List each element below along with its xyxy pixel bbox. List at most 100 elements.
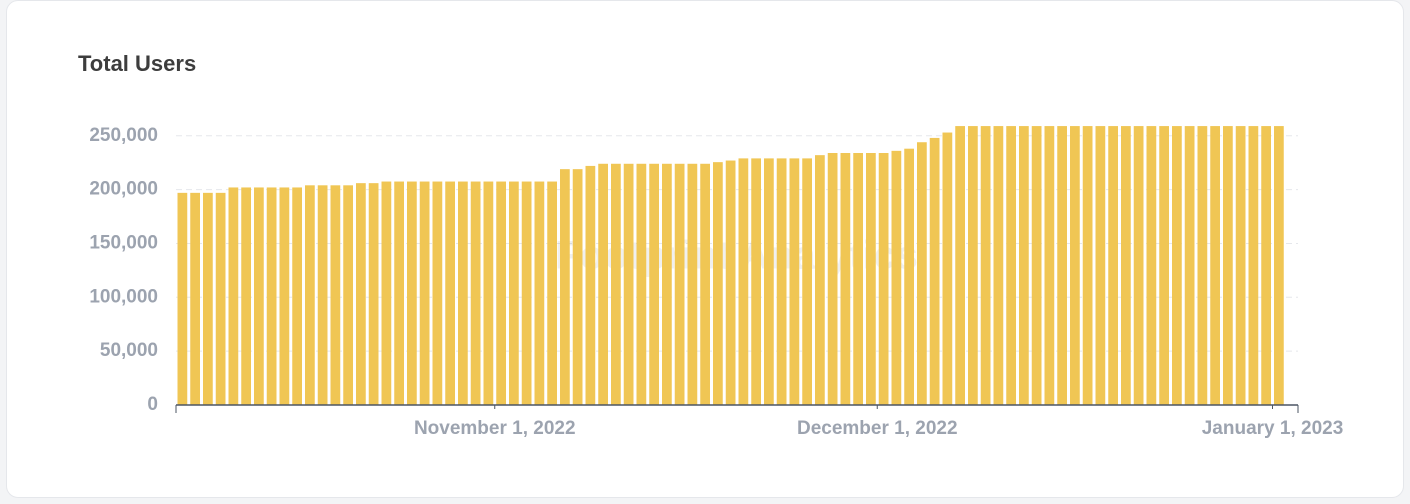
bar (993, 126, 1004, 406)
bar (521, 181, 532, 405)
bar (1057, 126, 1067, 406)
y-tick-label: 50,000 (100, 340, 158, 361)
x-tick-label: November 1, 2022 (414, 418, 576, 439)
bar (305, 185, 315, 405)
bar (955, 126, 965, 406)
bar (394, 181, 404, 405)
bar (713, 162, 723, 405)
bar (866, 153, 876, 405)
bar (802, 158, 812, 405)
bar (687, 163, 698, 405)
watermark: Footprint Analytics (555, 234, 918, 278)
bar (1197, 126, 1208, 406)
bar (1019, 126, 1029, 406)
x-tick-label: December 1, 2022 (797, 418, 958, 439)
bar (649, 163, 659, 405)
bar (764, 158, 774, 405)
bar (509, 181, 519, 405)
bar (534, 181, 545, 405)
chart-title: Total Users (78, 51, 196, 76)
bar (547, 181, 557, 405)
bar (674, 163, 685, 405)
bar (1031, 126, 1042, 406)
bar (904, 148, 914, 405)
bar (407, 181, 417, 405)
bar (317, 185, 328, 405)
bar (840, 153, 851, 405)
bar (751, 158, 761, 405)
bar (1006, 126, 1016, 406)
bar (968, 126, 978, 406)
bar (432, 181, 443, 405)
bar (891, 150, 902, 405)
bar (1184, 126, 1195, 406)
bar (496, 181, 506, 405)
bar (917, 142, 927, 405)
y-tick-label: 250,000 (89, 125, 158, 146)
bar (203, 192, 213, 405)
bar (776, 158, 787, 405)
bar (980, 126, 991, 406)
bar (356, 183, 366, 405)
bar (623, 163, 634, 405)
bar (254, 187, 264, 405)
bar (368, 183, 379, 405)
bar (636, 163, 647, 405)
bar (483, 181, 494, 405)
bar (381, 181, 392, 405)
x-tick-label: January 1, 2023 (1202, 418, 1344, 439)
bar (445, 181, 455, 405)
bar (1261, 126, 1271, 406)
bar (1172, 126, 1182, 406)
bar (611, 163, 621, 405)
y-tick-label: 200,000 (89, 179, 158, 200)
bar (878, 153, 889, 405)
bar (1223, 126, 1233, 406)
bar (266, 187, 277, 405)
bar (1108, 126, 1118, 406)
bar (815, 155, 825, 405)
bar (942, 132, 953, 406)
bar (700, 163, 710, 405)
bar (1133, 126, 1144, 406)
bar (789, 158, 800, 405)
bar (1210, 126, 1220, 406)
bar (190, 192, 200, 405)
bar (177, 192, 188, 405)
bar (241, 187, 251, 405)
bar (929, 137, 940, 405)
y-tick-label: 100,000 (89, 286, 158, 307)
bar (1121, 126, 1131, 406)
bar (1248, 126, 1259, 406)
bar (738, 158, 749, 405)
bar (330, 185, 341, 405)
bar (292, 187, 302, 405)
bar (1235, 126, 1246, 406)
bar (1082, 126, 1093, 406)
bar (1274, 126, 1284, 406)
bar (228, 187, 239, 405)
bar (598, 163, 608, 405)
y-tick-label: 0 (147, 394, 158, 415)
bar (470, 181, 481, 405)
bar (827, 153, 838, 405)
bar (279, 187, 290, 405)
y-tick-label: 150,000 (89, 232, 158, 253)
bar (662, 163, 672, 405)
bar (1095, 126, 1106, 406)
bar (725, 160, 736, 405)
bar (585, 165, 596, 405)
bar (560, 169, 570, 405)
bar (343, 185, 353, 405)
bar (853, 153, 863, 405)
bar (458, 181, 468, 405)
bar (215, 192, 226, 405)
bar (419, 181, 430, 405)
bar (1146, 126, 1157, 406)
bar (1070, 126, 1080, 406)
bar (572, 169, 583, 405)
bar (1044, 126, 1055, 406)
bar (1159, 126, 1169, 406)
